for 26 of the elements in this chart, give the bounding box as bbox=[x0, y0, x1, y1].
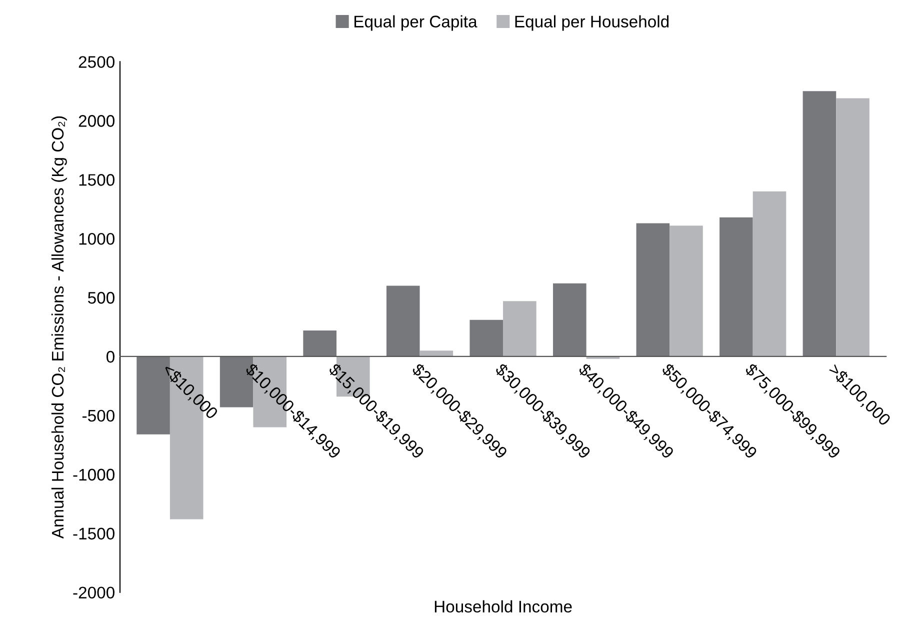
bar bbox=[836, 98, 870, 356]
y-tick-label: 1500 bbox=[79, 174, 114, 186]
bar bbox=[303, 330, 336, 356]
bar bbox=[420, 350, 454, 356]
y-tick-label: 0 bbox=[106, 350, 114, 363]
legend-label: Equal per Household bbox=[515, 15, 669, 31]
legend-label: Equal per Capita bbox=[354, 15, 478, 31]
y-tick-label: 1000 bbox=[79, 232, 114, 245]
bar bbox=[720, 217, 753, 356]
y-tick-label: 2000 bbox=[78, 115, 114, 127]
bar bbox=[386, 286, 420, 356]
bar bbox=[636, 223, 670, 356]
y-tick-label: 500 bbox=[88, 292, 114, 304]
y-tick-label: -2000 bbox=[73, 586, 114, 599]
y-tick-label: -1500 bbox=[73, 528, 114, 540]
bar bbox=[552, 283, 586, 356]
x-axis-title: Household Income bbox=[434, 600, 572, 613]
y-tick-label: -500 bbox=[82, 410, 114, 422]
y-axis-title: Annual Household CO₂ Emissions - Allowances (Kg CO₂) bbox=[51, 116, 67, 539]
bar bbox=[503, 301, 536, 356]
bar bbox=[670, 226, 703, 356]
bar bbox=[470, 320, 504, 356]
bar bbox=[752, 191, 786, 356]
bar bbox=[802, 91, 836, 356]
y-tick-label: 2500 bbox=[78, 56, 114, 68]
y-tick-label: -1000 bbox=[73, 468, 114, 481]
